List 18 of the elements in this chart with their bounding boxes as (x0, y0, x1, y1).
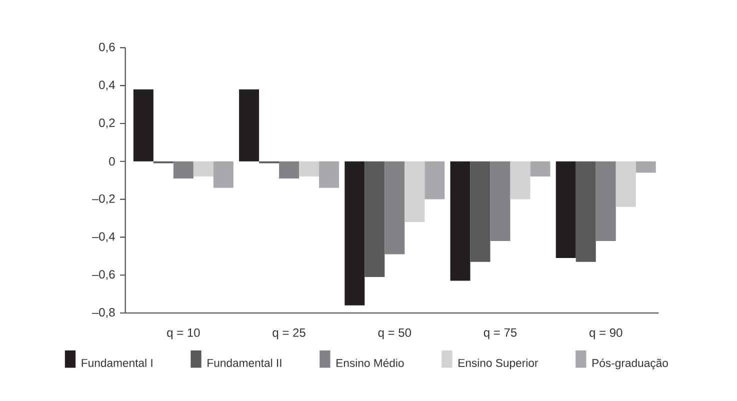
x-tick-label: q = 75 (484, 328, 517, 340)
legend-label: Fundamental II (208, 358, 282, 367)
y-tick-label: 0 (109, 157, 115, 166)
x-tick-label: q = 90 (590, 328, 622, 340)
y-tick-label: 0,6 (99, 42, 115, 53)
legend-label: Ensino Superior (458, 358, 538, 370)
y-tick-label: –0,8 (92, 308, 115, 318)
y-tick-label: –0,6 (92, 270, 115, 280)
y-tick-label: –0,2 (92, 194, 115, 204)
legend-label: Pós-graduação (592, 358, 668, 370)
y-tick-label: 0,2 (99, 118, 115, 128)
y-tick-label: –0,4 (92, 232, 115, 242)
x-tick-label: q = 25 (272, 328, 306, 340)
x-tick-label: q = 10 (167, 328, 200, 340)
legend-label: Fundamental I (82, 358, 152, 367)
x-tick-label: q = 50 (378, 328, 412, 340)
y-tick-label: 0,4 (99, 80, 115, 91)
legend-label: Ensino Médio (336, 358, 404, 368)
